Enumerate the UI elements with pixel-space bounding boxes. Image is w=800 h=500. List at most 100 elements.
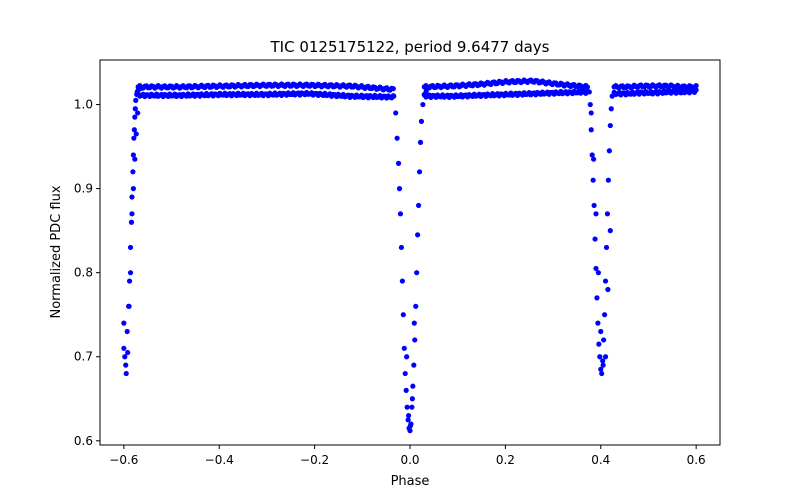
- data-point: [409, 396, 415, 402]
- data-point: [404, 404, 410, 410]
- data-point: [593, 211, 599, 217]
- data-point: [411, 362, 417, 368]
- data-point: [123, 362, 129, 368]
- data-point: [584, 88, 591, 94]
- data-point: [590, 177, 596, 183]
- data-point: [398, 244, 405, 251]
- data-point: [601, 337, 607, 343]
- x-tick-label: −0.4: [205, 453, 234, 467]
- data-point: [394, 135, 400, 141]
- data-point: [126, 278, 133, 284]
- y-tick-label: 0.6: [74, 434, 93, 448]
- data-point: [128, 219, 135, 225]
- data-point: [132, 106, 138, 112]
- data-point: [129, 211, 135, 217]
- data-point: [130, 169, 136, 175]
- data-point: [127, 244, 134, 251]
- data-point: [397, 211, 404, 217]
- data-point: [130, 152, 136, 158]
- data-point: [122, 354, 128, 360]
- data-point: [597, 354, 603, 360]
- data-point: [131, 135, 137, 141]
- data-point: [123, 370, 129, 377]
- data-point: [415, 202, 422, 209]
- data-point: [130, 186, 136, 192]
- data-point: [599, 370, 605, 377]
- data-point: [393, 110, 399, 116]
- data-point: [405, 412, 412, 419]
- data-point: [133, 97, 139, 103]
- data-point: [405, 417, 411, 423]
- data-point: [598, 328, 604, 335]
- data-point: [417, 139, 424, 145]
- data-point: [420, 101, 426, 108]
- data-point: [607, 228, 613, 234]
- x-axis-label: Phase: [391, 474, 430, 489]
- data-point: [400, 312, 406, 318]
- x-axis: −0.6 −0.4 −0.2 0.0 0.2 0.4 0.6: [109, 445, 706, 467]
- data-point: [399, 278, 405, 284]
- data-point: [412, 337, 418, 343]
- data-point: [401, 345, 407, 351]
- data-point: [601, 312, 608, 318]
- data-point: [404, 354, 410, 360]
- data-point: [587, 101, 593, 108]
- data-point: [121, 345, 127, 351]
- data-point: [132, 114, 138, 120]
- data-point: [414, 270, 420, 276]
- data-point: [607, 122, 613, 129]
- data-point: [395, 160, 402, 166]
- chart-title: TIC 0125175122, period 9.6477 days: [269, 38, 549, 56]
- data-point: [588, 110, 594, 116]
- y-axis: 0.6 0.7 0.8 0.9 1.0: [74, 98, 100, 448]
- data-point: [415, 232, 421, 238]
- data-point: [591, 156, 597, 162]
- x-tick-label: −0.2: [300, 453, 329, 467]
- data-point: [126, 303, 132, 309]
- data-point: [600, 362, 606, 368]
- data-point: [588, 127, 594, 133]
- data-point: [584, 84, 591, 90]
- y-axis-label: Normalized PDC flux: [49, 185, 64, 318]
- data-point: [121, 320, 127, 326]
- data-point: [589, 152, 595, 158]
- data-point: [407, 423, 414, 429]
- data-point: [602, 278, 609, 284]
- y-tick-label: 1.0: [74, 98, 93, 112]
- data-point: [594, 295, 600, 301]
- data-point: [396, 186, 403, 192]
- y-tick-label: 0.9: [74, 182, 93, 196]
- data-point: [403, 387, 409, 393]
- data-point: [602, 354, 609, 360]
- x-tick-label: −0.6: [109, 453, 138, 467]
- data-point: [131, 127, 137, 133]
- data-point: [124, 328, 130, 335]
- data-point: [402, 370, 408, 377]
- data-point: [133, 131, 139, 137]
- data-point: [600, 358, 606, 364]
- data-point: [125, 349, 131, 356]
- data-point: [390, 93, 396, 99]
- x-tick-label: 0.2: [496, 453, 515, 467]
- x-tick-label: 0.6: [687, 453, 706, 467]
- data-point: [593, 265, 599, 272]
- data-point: [606, 148, 612, 154]
- data-point: [407, 428, 413, 434]
- data-point: [605, 286, 611, 293]
- data-point: [603, 244, 610, 251]
- data-point: [410, 383, 416, 389]
- data-point: [413, 303, 419, 309]
- data-point: [608, 106, 614, 112]
- data-point: [591, 202, 597, 209]
- data-point: [409, 404, 415, 410]
- data-point: [127, 270, 134, 276]
- data-point: [595, 320, 601, 326]
- data-point: [129, 194, 135, 200]
- y-tick-label: 0.8: [74, 266, 93, 280]
- data-point: [592, 236, 598, 242]
- data-point: [132, 156, 138, 162]
- data-point: [604, 211, 611, 217]
- data-point: [390, 86, 396, 92]
- data-point: [135, 110, 141, 116]
